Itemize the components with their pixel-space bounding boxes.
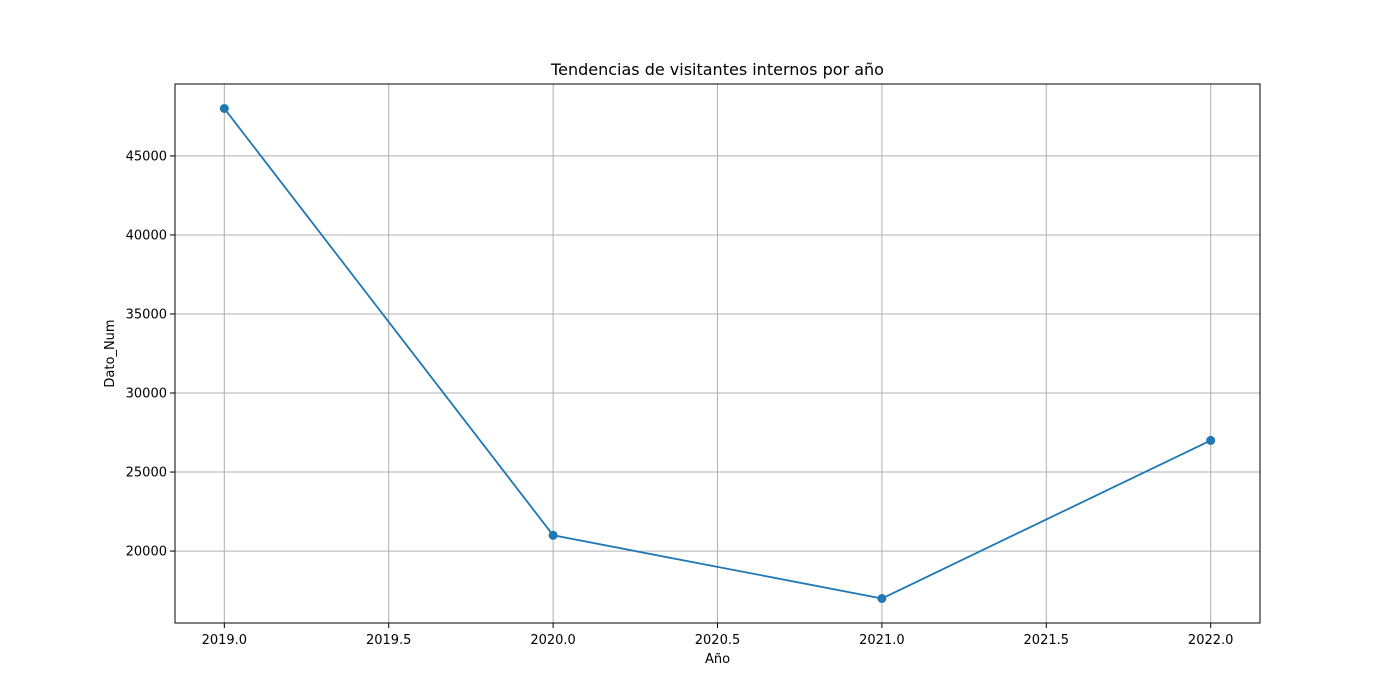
data-point <box>1206 435 1216 445</box>
grid <box>175 84 1260 623</box>
y-tick-label: 30000 <box>126 387 167 402</box>
x-tick-label: 2021.5 <box>1024 633 1070 648</box>
y-tick-label: 20000 <box>126 545 167 560</box>
x-tick-label: 2020.5 <box>695 633 741 648</box>
y-tick-label: 35000 <box>126 307 167 322</box>
series-layer <box>219 104 1216 603</box>
x-tick-label: 2020.0 <box>530 633 576 648</box>
chart-title: Tendencias de visitantes internos por añ… <box>550 60 884 79</box>
x-axis-label: Año <box>705 652 730 667</box>
x-tick-label: 2019.5 <box>366 633 412 648</box>
data-point <box>219 104 229 113</box>
y-tick-label: 40000 <box>126 228 167 243</box>
data-point <box>548 530 558 540</box>
x-tick-label: 2019.0 <box>202 633 248 648</box>
y-tick-label: 45000 <box>126 149 167 164</box>
y-tick-label: 25000 <box>126 466 167 481</box>
x-tick-label: 2022.0 <box>1188 633 1234 648</box>
x-axis: 2019.0 2019.5 2020.0 2020.5 2021.0 2021.5 2022… <box>202 623 1234 648</box>
series-line <box>223 107 1212 600</box>
y-axis-label: Dato_Num <box>103 319 118 387</box>
x-tick-label: 2021.0 <box>859 633 905 648</box>
y-axis: 20000 25000 30000 35000 40000 45000 <box>126 149 175 560</box>
data-point <box>877 594 887 603</box>
